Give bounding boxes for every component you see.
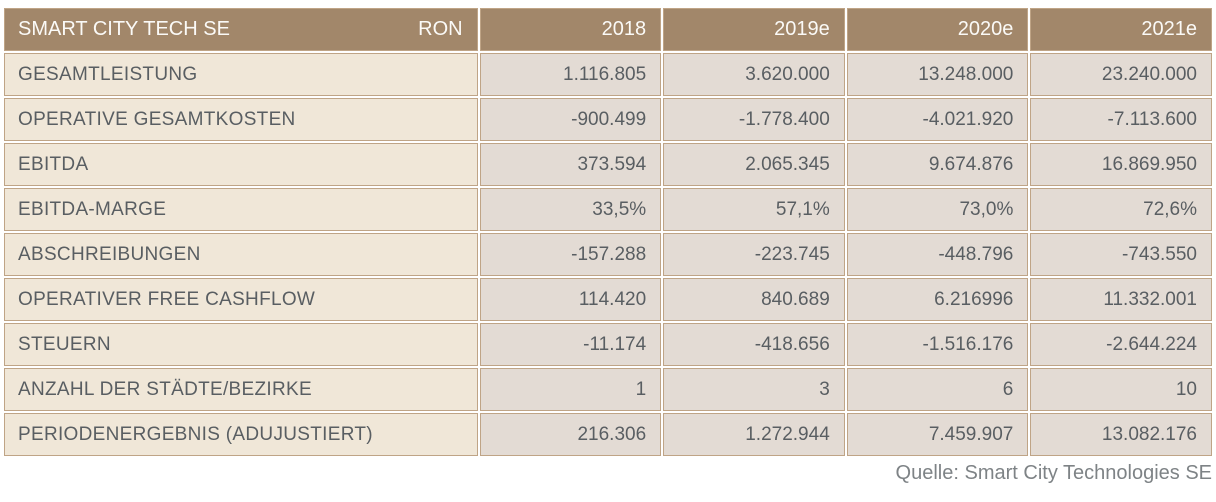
row-value: 7.459.907 (846, 413, 1029, 456)
row-value: -7.113.600 (1030, 98, 1212, 141)
row-value: -418.656 (663, 323, 845, 366)
row-label: GESAMTLEISTUNG (4, 53, 478, 96)
row-value: 13.082.176 (1030, 413, 1212, 456)
table-title: SMART CITY TECH SE (18, 18, 230, 40)
table-row: EBITDA 373.594 2.065.345 9.674.876 16.86… (4, 143, 1212, 186)
row-value: 2.065.345 (663, 143, 845, 186)
row-value: 10 (1030, 368, 1212, 411)
row-value: -157.288 (479, 233, 662, 276)
row-value: -2.644.224 (1030, 323, 1212, 366)
table-row: PERIODENERGEBNIS (ADUJUSTIERT) 216.306 1… (4, 413, 1212, 456)
row-value: 13.248.000 (846, 53, 1029, 96)
row-value: 3.620.000 (663, 53, 845, 96)
row-value: 216.306 (479, 413, 662, 456)
currency-label: RON (418, 18, 463, 40)
header-cell-year-2019e: 2019e (663, 8, 845, 51)
header-cell-year-2018: 2018 (479, 8, 662, 51)
row-value: -11.174 (479, 323, 662, 366)
table-row: OPERATIVE GESAMTKOSTEN -900.499 -1.778.4… (4, 98, 1212, 141)
row-value: 57,1% (663, 188, 845, 231)
row-value: 1.272.944 (663, 413, 845, 456)
table-header-row: SMART CITY TECH SE RON 2018 2019e 2020e … (4, 8, 1212, 51)
row-value: 23.240.000 (1030, 53, 1212, 96)
row-value: 6.216996 (846, 278, 1029, 321)
row-value: 73,0% (846, 188, 1029, 231)
row-value: -223.745 (663, 233, 845, 276)
table-row: OPERATIVER FREE CASHFLOW 114.420 840.689… (4, 278, 1212, 321)
row-value: 33,5% (479, 188, 662, 231)
header-cell-title: SMART CITY TECH SE RON (4, 8, 478, 51)
row-value: -1.778.400 (663, 98, 845, 141)
row-label: ANZAHL DER STÄDTE/BEZIRKE (4, 368, 478, 411)
header-cell-year-2021e: 2021e (1030, 8, 1212, 51)
row-value: -448.796 (846, 233, 1029, 276)
row-value: 114.420 (479, 278, 662, 321)
header-cell-year-2020e: 2020e (846, 8, 1029, 51)
row-label: EBITDA-MARGE (4, 188, 478, 231)
row-label: STEUERN (4, 323, 478, 366)
table-row: ANZAHL DER STÄDTE/BEZIRKE 1 3 6 10 (4, 368, 1212, 411)
row-label: PERIODENERGEBNIS (ADUJUSTIERT) (4, 413, 478, 456)
row-value: 6 (846, 368, 1029, 411)
row-value: -743.550 (1030, 233, 1212, 276)
row-value: 16.869.950 (1030, 143, 1212, 186)
row-value: 1.116.805 (479, 53, 662, 96)
row-value: -900.499 (479, 98, 662, 141)
row-value: 72,6% (1030, 188, 1212, 231)
row-label: ABSCHREIBUNGEN (4, 233, 478, 276)
row-value: 840.689 (663, 278, 845, 321)
source-attribution: Quelle: Smart City Technologies SE (895, 462, 1212, 484)
table-row: EBITDA-MARGE 33,5% 57,1% 73,0% 72,6% (4, 188, 1212, 231)
table-row: GESAMTLEISTUNG 1.116.805 3.620.000 13.24… (4, 53, 1212, 96)
row-value: 3 (663, 368, 845, 411)
row-value: 11.332.001 (1030, 278, 1212, 321)
row-value: 9.674.876 (846, 143, 1029, 186)
row-value: 373.594 (479, 143, 662, 186)
row-label: OPERATIVE GESAMTKOSTEN (4, 98, 478, 141)
row-label: OPERATIVER FREE CASHFLOW (4, 278, 478, 321)
table-row: ABSCHREIBUNGEN -157.288 -223.745 -448.79… (4, 233, 1212, 276)
table-row: STEUERN -11.174 -418.656 -1.516.176 -2.6… (4, 323, 1212, 366)
row-value: -1.516.176 (846, 323, 1029, 366)
row-value: 1 (479, 368, 662, 411)
row-label: EBITDA (4, 143, 478, 186)
financials-table: SMART CITY TECH SE RON 2018 2019e 2020e … (2, 6, 1214, 458)
row-value: -4.021.920 (846, 98, 1029, 141)
